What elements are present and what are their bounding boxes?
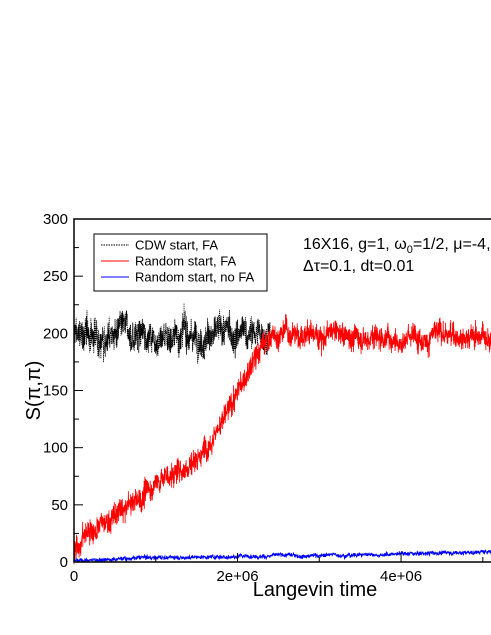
annotation: 16X16, g=1, ω0=1/2, μ=-4, Δτ=0.1, dt=0.0… xyxy=(303,236,491,275)
legend-label: CDW start, FA xyxy=(135,238,218,253)
x-tick-label: 0 xyxy=(70,568,78,585)
series-line-random-start-fa xyxy=(73,314,491,565)
y-tick-label: 200 xyxy=(43,325,68,342)
series-layer xyxy=(73,303,491,565)
legend-box xyxy=(93,233,268,292)
annotation-line-1: 16X16, g=1, ω0=1/2, μ=-4, xyxy=(303,236,491,256)
series-line-cdw-start-fa xyxy=(73,303,271,364)
legend-label: Random start, no FA xyxy=(135,270,255,285)
ticks-layer: 0 50 100 150 200 250 300 0 2e+06 4e+06 xyxy=(43,211,484,585)
x-tick-label: 2e+06 xyxy=(216,568,258,585)
x-tick-label: 4e+06 xyxy=(380,568,422,585)
y-tick-label: 300 xyxy=(43,211,68,228)
y-tick-label: 150 xyxy=(43,383,68,400)
y-tick-label: 50 xyxy=(51,497,68,514)
y-tick-label: 250 xyxy=(43,268,68,285)
y-axis-label: S(π,π) xyxy=(23,361,45,421)
y-tick-label: 0 xyxy=(60,554,68,571)
annotation-line-2: Δτ=0.1, dt=0.01 xyxy=(303,258,414,275)
x-axis-label: Langevin time xyxy=(253,579,378,601)
y-tick-label: 100 xyxy=(43,440,68,457)
series-line-random-start-no-fa xyxy=(73,549,491,563)
legend-label: Random start, FA xyxy=(135,254,236,269)
